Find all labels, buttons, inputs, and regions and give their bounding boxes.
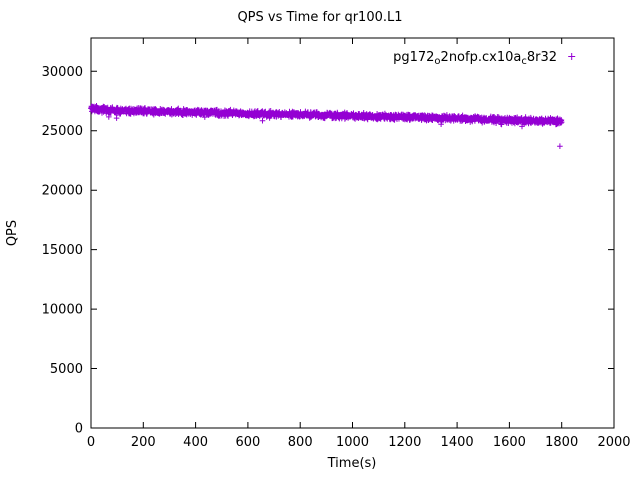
x-tick-label: 0 [87, 435, 95, 450]
plot-border [90, 37, 615, 429]
y-tick-label: 15000 [42, 243, 83, 258]
x-tick-label: 1200 [388, 435, 421, 450]
x-tick-label: 1800 [545, 435, 578, 450]
y-tick-label: 20000 [42, 184, 83, 199]
x-axis-label: Time(s) [327, 456, 377, 471]
y-tick-label: 5000 [50, 362, 83, 377]
y-tick-label: 0 [75, 422, 83, 437]
y-tick-label: 25000 [42, 124, 83, 139]
legend-label: pg172o2nofp.cx10ac8r32 [393, 50, 557, 67]
y-tick-label: 10000 [42, 303, 83, 318]
series-points [88, 103, 565, 149]
x-tick-label: 800 [288, 435, 313, 450]
y-tick-label: 30000 [42, 65, 83, 80]
x-tick-label: 1600 [493, 435, 526, 450]
x-tick-label: 1000 [336, 435, 369, 450]
x-tick-label: 400 [183, 435, 208, 450]
x-tick-label: 1400 [441, 435, 474, 450]
x-tick-label: 200 [131, 435, 156, 450]
y-axis-label: QPS [5, 220, 20, 246]
x-tick-label: 600 [235, 435, 260, 450]
legend-marker [568, 53, 576, 60]
chart-title: QPS vs Time for qr100.L1 [237, 10, 402, 25]
x-tick-label: 2000 [597, 435, 630, 450]
plot-content: 0 200 400 600 800 1000 1200 1400 1600 1800 2000050… [42, 37, 631, 450]
